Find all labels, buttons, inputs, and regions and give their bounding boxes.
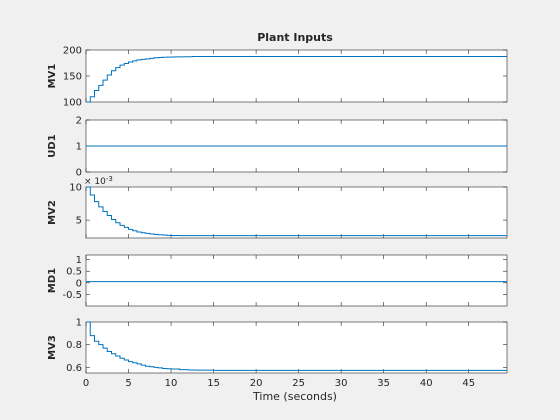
x-tick-label: 25 — [292, 378, 305, 389]
y-tick-label: 0.5 — [66, 267, 82, 278]
y-axis-label: UD1 — [47, 134, 58, 157]
x-tick-label: 5 — [125, 378, 131, 389]
x-tick-label: 15 — [207, 378, 220, 389]
y-tick-label: 1 — [76, 142, 82, 153]
y-tick-label: 0.6 — [66, 363, 82, 374]
y-tick-label: 200 — [63, 46, 82, 57]
axes-box — [85, 254, 508, 307]
y-axis-label: MV1 — [47, 64, 58, 89]
x-tick-label: 35 — [377, 378, 390, 389]
y-tick-label: 5 — [76, 216, 82, 227]
x-tick-label: 0 — [83, 378, 89, 389]
y-tick-label: 1 — [76, 255, 82, 266]
subplot-ud1: 0 1 2 UD1 — [47, 116, 508, 179]
y-tick-label: 100 — [63, 98, 82, 109]
y-tick-label: -0.5 — [62, 290, 82, 301]
y-tick-label: 0 — [76, 168, 82, 179]
y-axis-label: MD1 — [47, 268, 58, 293]
y-tick-label: 10 — [69, 183, 82, 194]
y-axis-label: MV2 — [47, 200, 58, 225]
x-axis-label: Time (seconds) — [252, 390, 337, 403]
subplot-mv2: 5 10 MV2 × 10-3 — [47, 175, 508, 239]
y-tick-label: 1 — [76, 318, 82, 329]
x-tick-label: 40 — [420, 378, 433, 389]
x-tick-label: 10 — [165, 378, 178, 389]
x-tick-label: 45 — [462, 378, 475, 389]
series-line-mv3 — [86, 321, 507, 371]
axes-box — [85, 49, 508, 103]
x-tick-label: 30 — [335, 378, 348, 389]
series-line-mv1 — [86, 56, 507, 103]
axes-box — [85, 321, 508, 374]
axes-box — [85, 186, 508, 239]
subplot-mv1: 100 150 200 MV1 — [47, 46, 508, 109]
y-tick-label: 0 — [76, 278, 82, 289]
x-tick-label: 20 — [250, 378, 263, 389]
y-tick-label: 2 — [76, 116, 82, 127]
series-line-mv2 — [86, 186, 507, 237]
y-tick-label: 0.8 — [66, 340, 82, 351]
y-axis-label: MV3 — [47, 335, 58, 360]
y-tick-label: 150 — [63, 72, 82, 83]
y-exponent-label: × 10-3 — [84, 175, 113, 187]
subplot-md1: -0.500.51 MD1 — [47, 254, 508, 307]
figure-title: Plant Inputs — [257, 31, 333, 44]
